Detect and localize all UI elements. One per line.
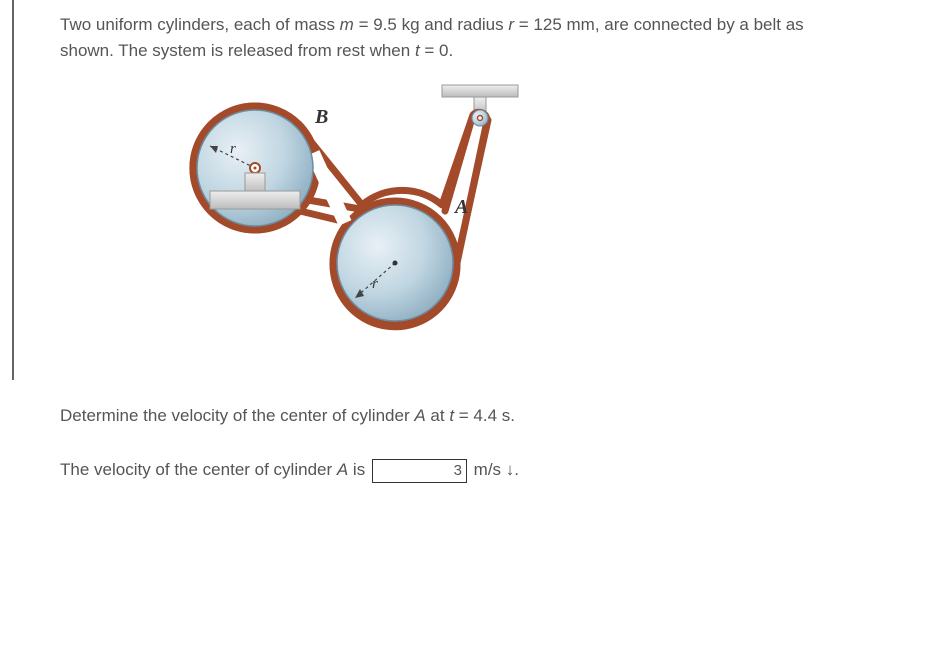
text: The velocity of the center of cylinder	[60, 460, 337, 479]
text: = 9.5 kg and radius	[354, 15, 509, 34]
label-b: B	[314, 106, 328, 128]
answer-line: The velocity of the center of cylinder A…	[60, 457, 890, 483]
text: = 4.4 s.	[454, 406, 515, 425]
center-a-dot	[393, 261, 398, 266]
text: = 125 mm, are connected by a belt as	[514, 15, 804, 34]
frame-left-border	[12, 0, 14, 380]
text: = 0.	[420, 41, 454, 60]
diagram: r r B A	[140, 83, 600, 363]
var-m: m	[340, 15, 354, 34]
var-a2: A	[337, 460, 348, 479]
text: Two uniform cylinders, each of mass	[60, 15, 340, 34]
pulley-pin	[478, 116, 483, 121]
pin-b-dot	[254, 167, 257, 170]
label-a: A	[453, 196, 468, 218]
radius-label-b: r	[230, 141, 236, 157]
support-b-base	[210, 191, 300, 209]
question: Determine the velocity of the center of …	[60, 403, 890, 429]
text: is	[348, 460, 370, 479]
ceiling-support	[442, 85, 518, 97]
units: m/s ↓.	[469, 460, 519, 479]
problem-statement: Two uniform cylinders, each of mass m = …	[60, 12, 890, 63]
velocity-input[interactable]: 3	[372, 459, 467, 483]
text: Determine the velocity of the center of …	[60, 406, 414, 425]
var-a: A	[414, 406, 425, 425]
text: shown. The system is released from rest …	[60, 41, 415, 60]
cylinders-svg: r r B A	[140, 83, 600, 363]
radius-label-a: r	[372, 276, 378, 292]
support-b-post	[245, 173, 265, 193]
text: at	[426, 406, 450, 425]
